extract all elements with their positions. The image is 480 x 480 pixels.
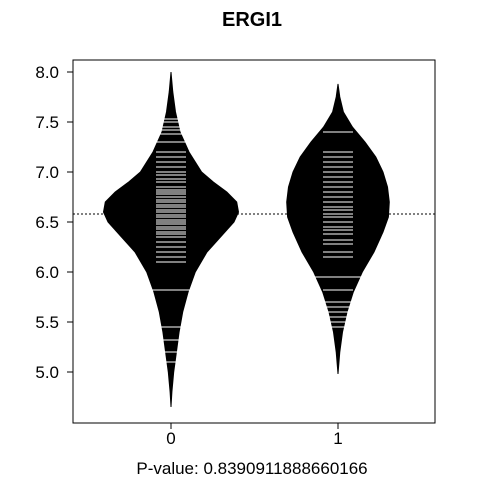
chart-title: ERGI1 bbox=[222, 9, 282, 31]
y-tick-label: 6.5 bbox=[35, 213, 59, 232]
plot-frame bbox=[72, 59, 436, 424]
y-tick-label: 6.0 bbox=[35, 263, 59, 282]
bean-0 bbox=[102, 71, 240, 408]
y-tick-label: 7.5 bbox=[35, 113, 59, 132]
y-tick-label: 5.5 bbox=[35, 313, 59, 332]
x-tick-label: 0 bbox=[166, 429, 175, 448]
y-axis: 5.0 5.5 6.0 6.5 7.0 7.5 8.0 bbox=[35, 63, 73, 382]
bean-1 bbox=[286, 83, 390, 375]
beans-layer bbox=[73, 71, 435, 408]
x-tick-label: 1 bbox=[333, 429, 342, 448]
y-tick-label: 5.0 bbox=[35, 363, 59, 382]
x-axis-label: P-value: 0.8390911888660166 bbox=[136, 459, 367, 478]
bean-density-1 bbox=[286, 83, 390, 375]
bean-density-0 bbox=[102, 71, 240, 408]
y-tick-label: 8.0 bbox=[35, 63, 59, 82]
y-tick-label: 7.0 bbox=[35, 163, 59, 182]
